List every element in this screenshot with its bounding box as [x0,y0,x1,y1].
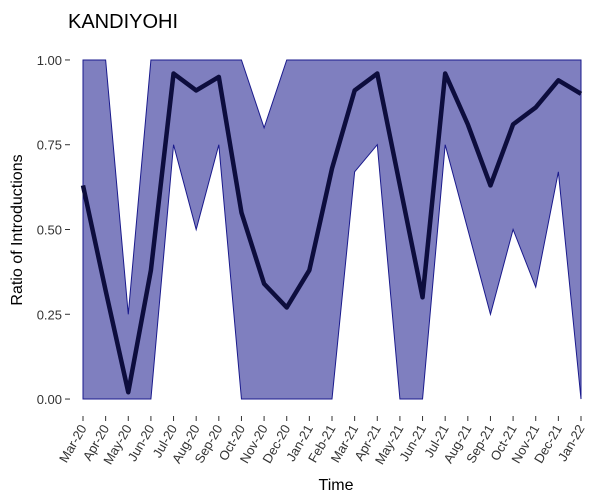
y-tick-label: 1.00 [37,53,62,68]
y-tick-label: 0.75 [37,138,62,153]
x-axis-label: Time [319,477,354,494]
y-tick-label: 0.25 [37,307,62,322]
chart-title: KANDIYOHI [68,11,178,33]
y-tick-label: 0.50 [37,223,62,238]
y-tick-label: 0.00 [37,392,62,407]
line [80,71,583,395]
y-axis-label: Ratio of Introductions [9,154,26,305]
confidence-band [82,59,582,400]
